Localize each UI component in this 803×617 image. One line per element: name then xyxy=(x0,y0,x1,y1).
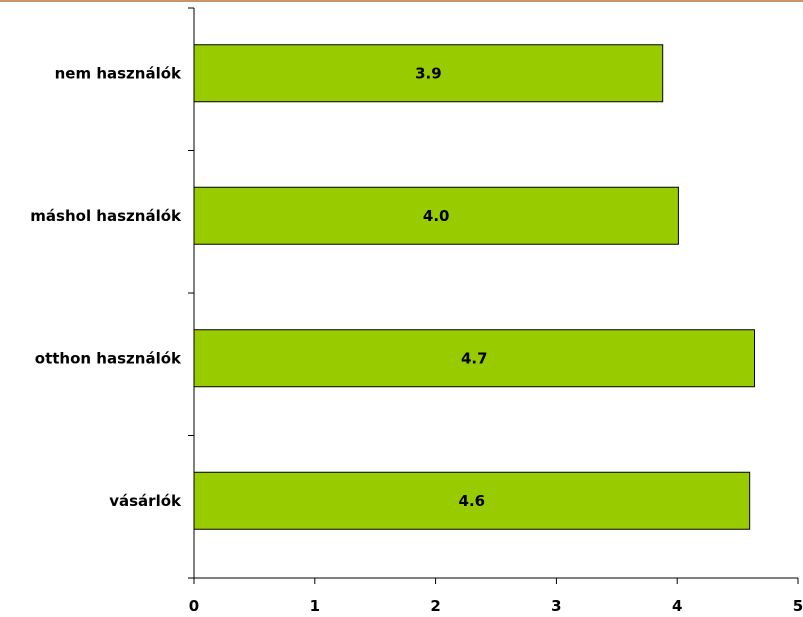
bar-value-label: 4.7 xyxy=(461,349,488,367)
labels-layer: 3.9 nem használók 4.0 máshol használók 4.7 ot… xyxy=(30,64,803,615)
bars-layer xyxy=(193,44,756,530)
bar xyxy=(193,471,751,530)
top-rule xyxy=(0,0,803,2)
bar-value-label: 4.0 xyxy=(423,207,450,225)
x-tick-label: 1 xyxy=(310,597,320,615)
x-tick-label: 2 xyxy=(430,597,440,615)
category-label: nem használók xyxy=(55,64,182,82)
x-tick-label: 3 xyxy=(551,597,561,615)
bar xyxy=(193,44,664,103)
category-label: máshol használók xyxy=(30,207,182,225)
axes-layer xyxy=(188,7,799,584)
bar-value-label: 4.6 xyxy=(459,492,486,510)
x-tick-label: 4 xyxy=(672,597,682,615)
x-tick-label: 5 xyxy=(793,597,803,615)
bar-value-label: 3.9 xyxy=(415,64,442,82)
category-label: otthon használók xyxy=(35,349,182,367)
category-label: vásárlók xyxy=(109,492,182,510)
bar xyxy=(193,329,756,388)
x-tick-label: 0 xyxy=(189,597,199,615)
bar xyxy=(193,186,679,245)
